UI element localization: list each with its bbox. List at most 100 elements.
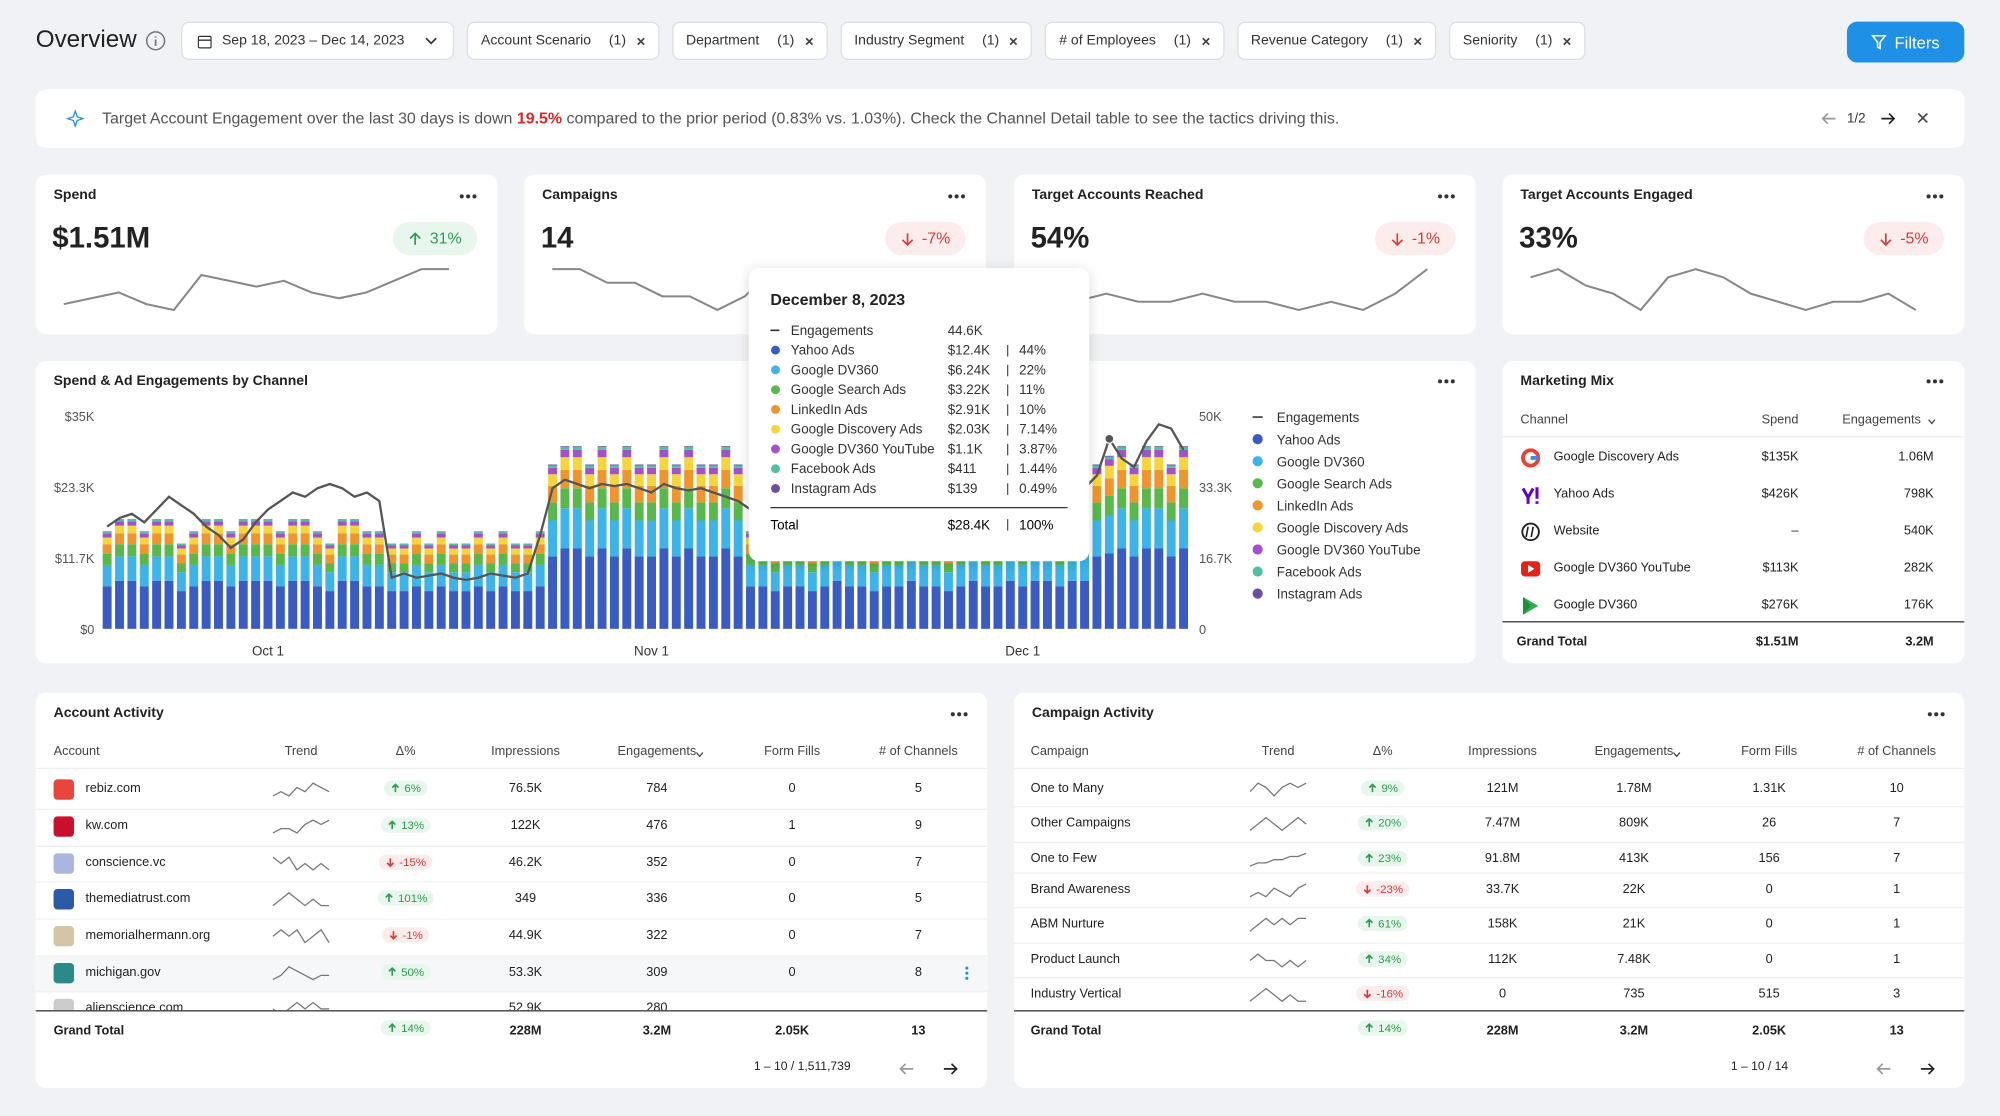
arrow-down — [1363, 885, 1372, 895]
total-cell: 228M — [509, 1024, 542, 1039]
bar-segment — [139, 544, 149, 554]
bar-segment — [436, 586, 446, 629]
bar-segment — [523, 572, 533, 592]
bar-segment — [1166, 465, 1176, 468]
filter-chip[interactable]: Industry Segment (1) — [840, 21, 1033, 60]
bar-segment — [486, 545, 496, 549]
bar-segment — [721, 508, 731, 549]
close-icon[interactable] — [1413, 36, 1422, 45]
filters-button[interactable]: Filters — [1846, 21, 1965, 63]
funnel-icon-part — [1871, 34, 1887, 50]
row-cell: 26 — [1762, 816, 1777, 831]
legend-label: Google DV360 — [1277, 454, 1365, 469]
sparkline — [1530, 268, 1917, 312]
bar-segment — [696, 556, 706, 629]
date-filter[interactable]: Sep 18, 2023 – Dec 14, 2023 — [181, 21, 455, 60]
filter-chip[interactable]: Seniority (1) — [1448, 21, 1586, 60]
bar-segment — [152, 533, 162, 545]
bar-segment — [189, 533, 199, 538]
filter-count: (1) — [777, 33, 795, 49]
close-icon[interactable] — [1917, 112, 1928, 124]
bar-segment — [411, 533, 421, 538]
row-cell: 0 — [788, 781, 796, 796]
table-header: Trend — [284, 744, 318, 759]
row-cell: 1 — [1893, 952, 1901, 967]
close-icon[interactable] — [636, 36, 645, 45]
row-cell: 0 — [788, 855, 796, 870]
y2ticks-label: 0 — [1199, 622, 1206, 637]
bar-segment — [449, 563, 459, 573]
bar-segment — [288, 580, 298, 629]
more-menu[interactable] — [946, 193, 966, 201]
filter-chip[interactable]: # of Employees (1) — [1045, 21, 1225, 60]
bar-segment — [1129, 520, 1139, 557]
more-menu[interactable] — [1436, 378, 1456, 386]
filter-chip[interactable]: Revenue Category (1) — [1236, 21, 1437, 60]
close-icon[interactable] — [1563, 36, 1572, 45]
arrow-left-part — [899, 1063, 914, 1075]
info-icon[interactable] — [145, 31, 166, 51]
bar-segment — [337, 525, 347, 534]
more-menu[interactable] — [1925, 193, 1945, 201]
bar-segment — [560, 548, 570, 629]
channel-icon-part — [1521, 522, 1540, 542]
delta-pill: 6% — [383, 780, 428, 796]
bar-segment — [164, 521, 174, 526]
bar-segment — [486, 543, 496, 546]
bar-segment — [535, 553, 545, 565]
more-menu[interactable] — [1925, 378, 1945, 386]
bar-segment — [597, 447, 607, 450]
bar-segment — [733, 520, 743, 557]
bar-segment — [374, 553, 384, 565]
arrow-right[interactable] — [1920, 1062, 1935, 1075]
bar-segment — [622, 457, 632, 470]
table-header: Form Fills — [1741, 744, 1798, 759]
bar-segment — [510, 543, 520, 546]
arrow-left[interactable] — [899, 1062, 914, 1075]
bar-segment — [535, 586, 545, 629]
bar-segment — [176, 543, 186, 546]
close-icon[interactable] — [805, 36, 814, 45]
row-cell: 309 — [646, 965, 668, 980]
sparkline-line — [272, 966, 330, 981]
mix-cell: 798K — [1903, 487, 1934, 502]
total-cell: 2.05K — [775, 1024, 810, 1039]
bar-segment — [572, 488, 582, 509]
more-menu[interactable] — [1436, 193, 1456, 201]
more-menu[interactable] — [458, 193, 478, 201]
bar-segment — [869, 563, 879, 573]
bar-segment — [374, 544, 384, 554]
tooltip-marker — [771, 444, 780, 454]
bar-segment — [127, 519, 137, 522]
more-menu-part — [1444, 194, 1449, 199]
arrow-left[interactable] — [1821, 112, 1836, 125]
bar-segment — [152, 521, 162, 526]
tooltip-share: 10% — [1019, 402, 1046, 417]
bar-segment — [609, 474, 619, 486]
bar-segment — [325, 572, 335, 592]
kpi-label: Campaigns — [542, 187, 618, 203]
more-menu-part — [1934, 712, 1939, 717]
more-menu-part — [963, 712, 968, 717]
row-name: Product Launch — [1030, 952, 1120, 967]
bar-segment — [523, 545, 533, 549]
more-menu[interactable] — [1926, 710, 1946, 718]
filter-chip[interactable]: Account Scenario (1) — [466, 21, 660, 60]
close-icon[interactable] — [1009, 36, 1018, 45]
bar-segment — [127, 556, 137, 581]
arrow-left[interactable] — [1876, 1062, 1891, 1075]
filter-chip[interactable]: Department (1) — [671, 21, 828, 60]
row-cell: 1.78M — [1616, 781, 1652, 796]
yticks-label: $11.7K — [55, 551, 95, 566]
close-icon[interactable] — [1201, 36, 1210, 45]
bar-segment — [894, 586, 904, 629]
table-header: Impressions — [491, 744, 560, 759]
tooltip-marker — [771, 484, 780, 493]
arrow-right[interactable] — [943, 1062, 958, 1075]
kpi-change: 31% — [392, 221, 478, 256]
info-icon-part — [145, 31, 166, 51]
more-menu[interactable] — [949, 710, 969, 718]
delta-pill: -16% — [1355, 985, 1410, 1002]
arrow-right[interactable] — [1880, 112, 1896, 125]
bar-segment — [1154, 449, 1164, 458]
